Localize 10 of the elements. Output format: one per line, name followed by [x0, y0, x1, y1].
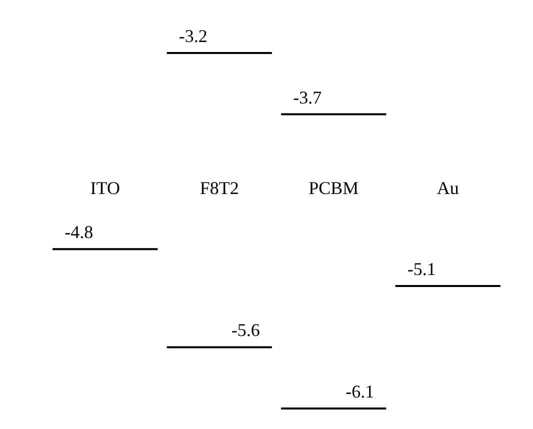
- category-label: PCBM: [308, 178, 359, 198]
- data-label: -3.7: [293, 87, 322, 108]
- data-label: -6.1: [346, 382, 374, 402]
- category-label: ITO: [90, 178, 120, 198]
- data-label: -4.8: [64, 222, 94, 242]
- data-label: -5.1: [407, 258, 436, 279]
- data-label: -3.2: [178, 26, 208, 46]
- data-label: -5.6: [231, 320, 260, 340]
- category-label: Au: [436, 178, 459, 198]
- category-label: F8T2: [200, 178, 239, 198]
